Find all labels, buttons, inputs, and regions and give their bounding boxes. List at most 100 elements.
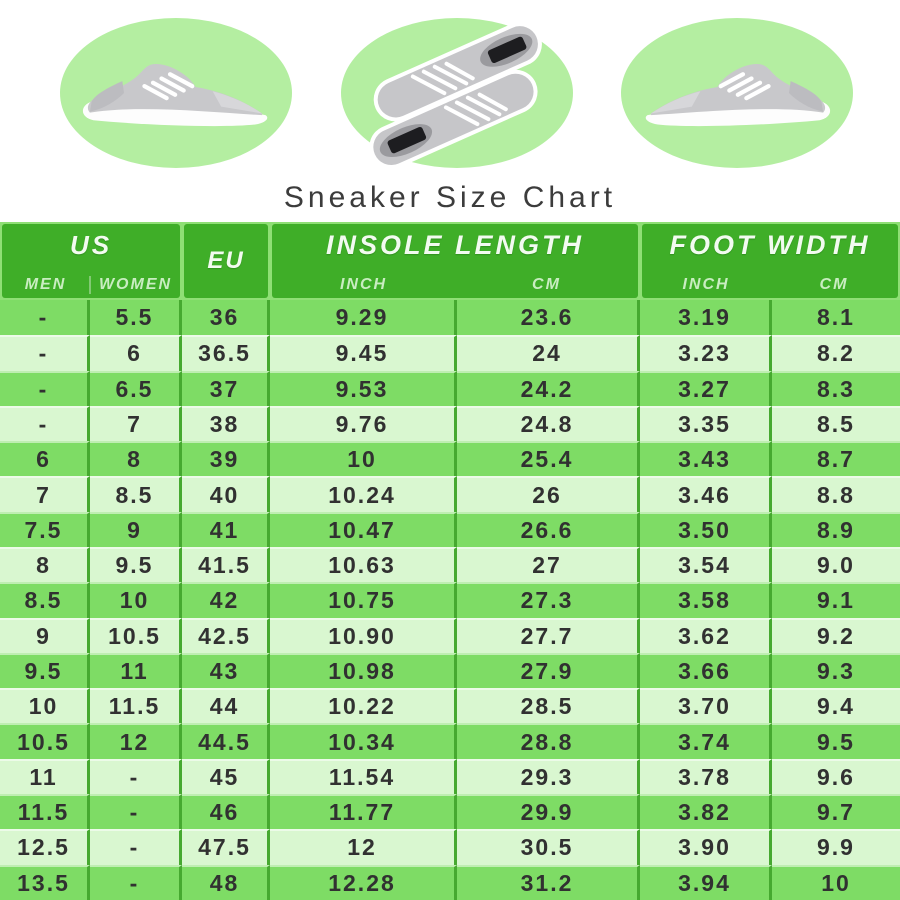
- sneaker-side-right-icon: [78, 41, 274, 145]
- size-cell: 5.5: [90, 300, 182, 336]
- header-women-label: WOMEN: [98, 276, 173, 293]
- size-chart-table: US MEN WOMEN EU INSOLE LENGTH INCH CM FO…: [0, 222, 900, 900]
- size-cell: 11.77: [270, 793, 457, 830]
- size-cell: 8.5: [772, 405, 900, 442]
- size-cell: -: [90, 864, 182, 900]
- size-cell: 9.45: [270, 335, 457, 371]
- header-foot-cm-label: CM: [819, 276, 849, 293]
- size-cell: 11.54: [270, 758, 457, 794]
- size-cell: 28.5: [457, 688, 640, 724]
- size-cell: 3.23: [640, 335, 772, 371]
- header-foot-width: FOOT WIDTH INCH CM: [642, 224, 898, 298]
- size-cell: 47.5: [182, 829, 270, 865]
- size-cell: 27: [457, 546, 640, 583]
- size-cell: 11: [0, 758, 90, 794]
- header-men-label: MEN: [2, 276, 91, 294]
- size-cell: 9.2: [772, 617, 900, 653]
- size-cell: 3.54: [640, 546, 772, 583]
- size-cell: 9.7: [772, 793, 900, 830]
- size-cell: 44.5: [182, 723, 270, 759]
- size-cell: 8.7: [772, 441, 900, 477]
- size-cell: 27.3: [457, 582, 640, 618]
- size-cell: 6: [90, 335, 182, 371]
- size-cell: 3.82: [640, 793, 772, 830]
- size-cell: 26.6: [457, 511, 640, 547]
- size-cell: 8: [90, 441, 182, 477]
- size-cell: 28.8: [457, 723, 640, 759]
- size-cell: 44: [182, 688, 270, 724]
- size-cell: 9.76: [270, 405, 457, 442]
- size-cell: 24: [457, 335, 640, 371]
- size-cell: 40: [182, 476, 270, 512]
- hero-banner: [0, 0, 900, 178]
- shoe-oval-left: [60, 18, 292, 168]
- size-cell: 36.5: [182, 335, 270, 371]
- size-cell: 13.5: [0, 864, 90, 900]
- size-cell: 10: [90, 582, 182, 618]
- header-insole-label: INSOLE LENGTH: [325, 230, 584, 260]
- size-cell: 3.19: [640, 300, 772, 336]
- size-cell: 8.5: [90, 476, 182, 512]
- size-cell: 10.22: [270, 688, 457, 724]
- size-cell: 24.2: [457, 370, 640, 406]
- size-cell: 30.5: [457, 829, 640, 865]
- size-cell: 10.90: [270, 617, 457, 653]
- size-cell: 7: [0, 476, 90, 512]
- header-foot-label: FOOT WIDTH: [669, 230, 871, 260]
- size-cell: 12: [270, 829, 457, 865]
- size-cell: 11: [90, 652, 182, 689]
- size-cell: 9.0: [772, 546, 900, 583]
- page-title: Sneaker Size Chart: [283, 181, 617, 214]
- size-cell: 45: [182, 758, 270, 794]
- size-cell: -: [0, 405, 90, 442]
- size-cell: 6: [0, 441, 90, 477]
- header-eu-label: EU: [207, 247, 245, 274]
- shoe-oval-right: [621, 18, 853, 168]
- size-cell: 11.5: [90, 688, 182, 724]
- size-cell: 3.46: [640, 476, 772, 512]
- size-cell: 3.78: [640, 758, 772, 794]
- size-cell: 8: [0, 546, 90, 583]
- size-cell: 10.75: [270, 582, 457, 618]
- size-cell: 12.28: [270, 864, 457, 900]
- size-cell: 9.29: [270, 300, 457, 336]
- size-cell: 3.90: [640, 829, 772, 865]
- size-cell: 3.35: [640, 405, 772, 442]
- header-foot-inch-label: INCH: [682, 276, 730, 293]
- size-cell: 9.5: [772, 723, 900, 759]
- table-header: US MEN WOMEN EU INSOLE LENGTH INCH CM FO…: [0, 222, 900, 300]
- size-cell: 11.5: [0, 793, 90, 830]
- size-cell: 3.74: [640, 723, 772, 759]
- size-cell: 42.5: [182, 617, 270, 653]
- size-cell: 9.4: [772, 688, 900, 724]
- size-cell: 38: [182, 405, 270, 442]
- size-cell: 9.53: [270, 370, 457, 406]
- size-cell: 26: [457, 476, 640, 512]
- shoe-oval-center: [341, 18, 573, 168]
- size-cell: 41.5: [182, 546, 270, 583]
- size-cell: 10.47: [270, 511, 457, 547]
- header-us-label: US: [69, 230, 113, 260]
- size-cell: 9: [90, 511, 182, 547]
- size-cell: 46: [182, 793, 270, 830]
- size-cell: 9.9: [772, 829, 900, 865]
- size-cell: 10.34: [270, 723, 457, 759]
- size-cell: 29.9: [457, 793, 640, 830]
- size-cell: 48: [182, 864, 270, 900]
- size-cell: 9.6: [772, 758, 900, 794]
- header-insole-inch-label: INCH: [339, 276, 388, 293]
- size-cell: 27.7: [457, 617, 640, 653]
- size-cell: 9: [0, 617, 90, 653]
- header-insole-cm-label: CM: [532, 276, 561, 293]
- size-cell: 31.2: [457, 864, 640, 900]
- size-cell: 27.9: [457, 652, 640, 689]
- size-cell: 9.5: [90, 546, 182, 583]
- size-cell: 37: [182, 370, 270, 406]
- size-cell: 7.5: [0, 511, 90, 547]
- size-cell: -: [0, 335, 90, 371]
- size-cell: 10: [772, 864, 900, 900]
- size-cell: -: [0, 370, 90, 406]
- size-cell: 10.63: [270, 546, 457, 583]
- size-cell: 7: [90, 405, 182, 442]
- size-cell: 29.3: [457, 758, 640, 794]
